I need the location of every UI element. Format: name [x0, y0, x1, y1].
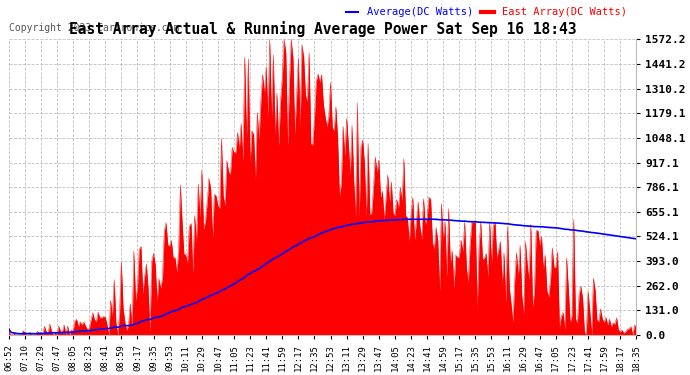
Title: East Array Actual & Running Average Power Sat Sep 16 18:43: East Array Actual & Running Average Powe… — [69, 21, 576, 37]
Legend: Average(DC Watts), East Array(DC Watts): Average(DC Watts), East Array(DC Watts) — [342, 3, 631, 21]
Text: Copyright 2023 Cartronics.com: Copyright 2023 Cartronics.com — [9, 24, 179, 33]
